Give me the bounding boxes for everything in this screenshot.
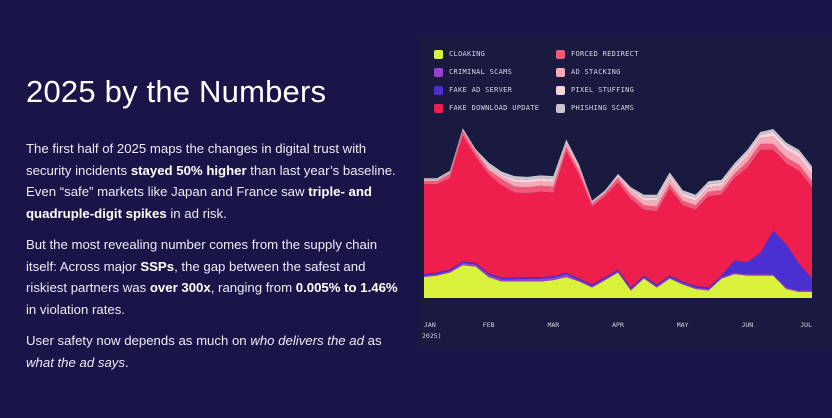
legend-swatch <box>556 103 565 113</box>
emphasis-text: what the ad says <box>26 354 125 370</box>
x-axis: JAN FEB MAR APR MAY JUN JUL 2025) <box>422 321 812 340</box>
legend-label: CRIMINAL SCAMS <box>449 68 513 76</box>
legend-label: CLOAKING <box>449 50 486 58</box>
legend-item: FORCED REDIRECT <box>556 48 678 60</box>
legend-item: PHISHING SCAMS <box>556 102 678 114</box>
text-run: in violation rates. <box>26 301 125 317</box>
legend-swatch <box>556 49 565 59</box>
x-tick-label: JUL <box>800 321 812 329</box>
x-axis-footnote: 2025) <box>422 332 442 340</box>
legend-swatch <box>434 49 443 59</box>
text-run: User safety now depends as much on <box>26 333 251 348</box>
x-tick-label: MAR <box>547 321 559 329</box>
legend-label: FORCED REDIRECT <box>571 50 639 58</box>
legend-item: FAKE DOWNLOAD UPDATE <box>434 102 556 114</box>
highlight-stat: SSPs <box>140 258 175 274</box>
text-run: , ranging from <box>210 280 296 295</box>
legend-swatch <box>434 103 443 113</box>
text-run: . <box>124 354 129 370</box>
legend-label: PHISHING SCAMS <box>571 104 635 112</box>
highlight-stat: over 300x <box>149 280 211 295</box>
highlight-stat: triple- and quadruple-digit spikes <box>26 184 372 221</box>
area-pixel-stuffing <box>424 129 812 203</box>
legend-label: PIXEL STUFFING <box>571 86 635 94</box>
chart-areas <box>424 128 812 298</box>
page-title: 2025 by the Numbers <box>26 74 327 109</box>
x-tick-label: FEB <box>483 321 495 329</box>
paragraph-user-safety: User safety now depends as much on who d… <box>26 330 398 373</box>
legend-label: FAKE AD SERVER <box>449 86 513 94</box>
legend-swatch <box>556 85 565 95</box>
chart-panel: CLOAKING FORCED REDIRECT CRIMINAL SCAMS … <box>418 36 832 348</box>
highlight-stat: stayed 50% higher <box>130 162 247 178</box>
text-run: The first half of 2025 maps the changes … <box>26 141 367 178</box>
legend-label: FAKE DOWNLOAD UPDATE <box>449 104 540 112</box>
area-cloaking <box>424 265 812 298</box>
legend-swatch <box>434 85 443 95</box>
text-run: in ad risk. <box>166 205 227 221</box>
x-tick-label: JAN <box>424 321 436 329</box>
paragraph-trust: The first half of 2025 maps the changes … <box>26 138 398 224</box>
area-ad-stacking <box>424 129 812 207</box>
legend-swatch <box>434 67 443 77</box>
x-tick-label: MAY <box>677 321 689 329</box>
x-tick-label: JUN <box>741 321 753 329</box>
highlight-stat: 0.005% to 1.46% <box>295 280 398 295</box>
text-run: , the gap between the safest and riskies… <box>26 258 366 296</box>
legend-item: CRIMINAL SCAMS <box>434 66 556 78</box>
legend-item: FAKE AD SERVER <box>434 84 556 96</box>
area-fake-download-update <box>424 135 812 288</box>
legend-swatch <box>556 67 565 77</box>
emphasis-text: who delivers the ad <box>250 333 364 348</box>
legend-item: CLOAKING <box>434 48 556 60</box>
legend-label: AD STACKING <box>571 68 621 76</box>
paragraph-supply-chain: But the most revealing number comes from… <box>26 234 398 320</box>
area-forced-redirect <box>424 131 812 212</box>
chart-legend: CLOAKING FORCED REDIRECT CRIMINAL SCAMS … <box>434 48 684 114</box>
text-run: as <box>363 333 382 348</box>
legend-item: AD STACKING <box>556 66 678 78</box>
stacked-area-chart: JAN FEB MAR APR MAY JUN JUL 2025) <box>422 128 812 340</box>
x-tick-label: APR <box>612 321 624 329</box>
intro-copy: The first half of 2025 maps the changes … <box>26 138 398 383</box>
text-run: But the most revealing number comes from… <box>26 237 378 274</box>
text-run: than last year’s baseline. Even “safe” m… <box>26 162 396 200</box>
area-phishing-scams <box>424 128 812 203</box>
legend-item: PIXEL STUFFING <box>556 84 678 96</box>
